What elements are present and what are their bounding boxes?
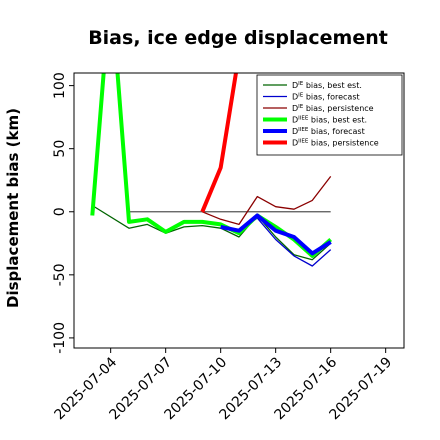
y-tick-label: -50 (52, 263, 68, 286)
legend-entry: DIIEE bias, best est. (292, 116, 367, 125)
chart-title: Bias, ice edge displacement (88, 27, 388, 49)
legend: DIE bias, best est. DIE bias, forecast DIE… (256, 74, 403, 156)
y-tick-label: 100 (52, 72, 68, 99)
legend-entry: DIIEE bias, forecast (292, 127, 365, 136)
series-line-4 (220, 213, 332, 256)
legend-entry: DIE bias, persistence (292, 104, 374, 113)
y-tick-label: 0 (52, 207, 68, 216)
y-axis-ticks: 100 50 0 -50 -100 (52, 72, 74, 354)
y-axis-label: Displacement bias (km) (4, 108, 22, 308)
plot-frame (73, 72, 405, 349)
y-tick-label: -100 (52, 322, 68, 354)
series-line-5 (200, 73, 238, 213)
series-layer (90, 73, 333, 267)
y-tick-label: 50 (52, 140, 68, 158)
legend-entry: DIE bias, best est. (292, 81, 362, 90)
legend-entry: DIE bias, forecast (292, 93, 360, 102)
series-line-2 (202, 176, 332, 226)
legend-entry: DIIEE bias, persistence (292, 139, 379, 148)
